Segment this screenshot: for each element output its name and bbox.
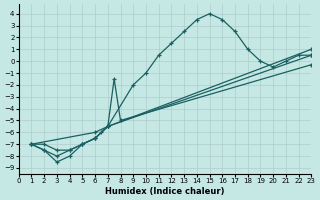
- X-axis label: Humidex (Indice chaleur): Humidex (Indice chaleur): [105, 187, 225, 196]
